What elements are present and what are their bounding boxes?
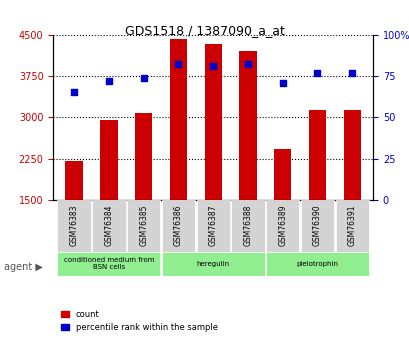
Point xyxy=(244,61,251,67)
Bar xyxy=(135,113,152,200)
Text: heregulin: heregulin xyxy=(196,261,229,267)
Text: GSM76383: GSM76383 xyxy=(70,204,79,246)
Bar xyxy=(273,149,291,200)
FancyBboxPatch shape xyxy=(92,200,125,252)
Point xyxy=(279,80,285,85)
Text: GSM76386: GSM76386 xyxy=(173,204,182,246)
FancyBboxPatch shape xyxy=(162,200,195,252)
Bar xyxy=(343,110,360,200)
Bar xyxy=(65,161,83,200)
Bar xyxy=(239,51,256,200)
FancyBboxPatch shape xyxy=(300,200,333,252)
Point xyxy=(348,70,355,75)
FancyBboxPatch shape xyxy=(57,252,160,276)
FancyBboxPatch shape xyxy=(335,200,368,252)
Text: GSM76385: GSM76385 xyxy=(139,204,148,246)
FancyBboxPatch shape xyxy=(196,200,229,252)
Point xyxy=(140,75,146,80)
Text: GSM76387: GSM76387 xyxy=(208,204,217,246)
Text: GSM76391: GSM76391 xyxy=(347,204,356,246)
Bar xyxy=(204,44,221,200)
Text: GSM76384: GSM76384 xyxy=(104,204,113,246)
Bar xyxy=(100,120,117,200)
FancyBboxPatch shape xyxy=(57,200,91,252)
Text: agent ▶: agent ▶ xyxy=(4,263,43,272)
Point xyxy=(106,78,112,83)
FancyBboxPatch shape xyxy=(231,200,264,252)
Bar xyxy=(169,39,187,200)
Point xyxy=(209,63,216,69)
FancyBboxPatch shape xyxy=(127,200,160,252)
Text: GSM76389: GSM76389 xyxy=(278,204,287,246)
Bar xyxy=(308,110,326,200)
Text: conditioned medium from
BSN cells: conditioned medium from BSN cells xyxy=(63,257,154,270)
Point xyxy=(313,70,320,75)
FancyBboxPatch shape xyxy=(162,252,264,276)
Legend: count, percentile rank within the sample: count, percentile rank within the sample xyxy=(57,306,220,335)
Text: GSM76390: GSM76390 xyxy=(312,204,321,246)
FancyBboxPatch shape xyxy=(265,200,299,252)
FancyBboxPatch shape xyxy=(265,252,368,276)
Point xyxy=(71,90,77,95)
Text: pleiotrophin: pleiotrophin xyxy=(296,261,338,267)
Text: GSM76388: GSM76388 xyxy=(243,204,252,246)
Text: GDS1518 / 1387090_a_at: GDS1518 / 1387090_a_at xyxy=(125,24,284,37)
Point xyxy=(175,61,181,67)
